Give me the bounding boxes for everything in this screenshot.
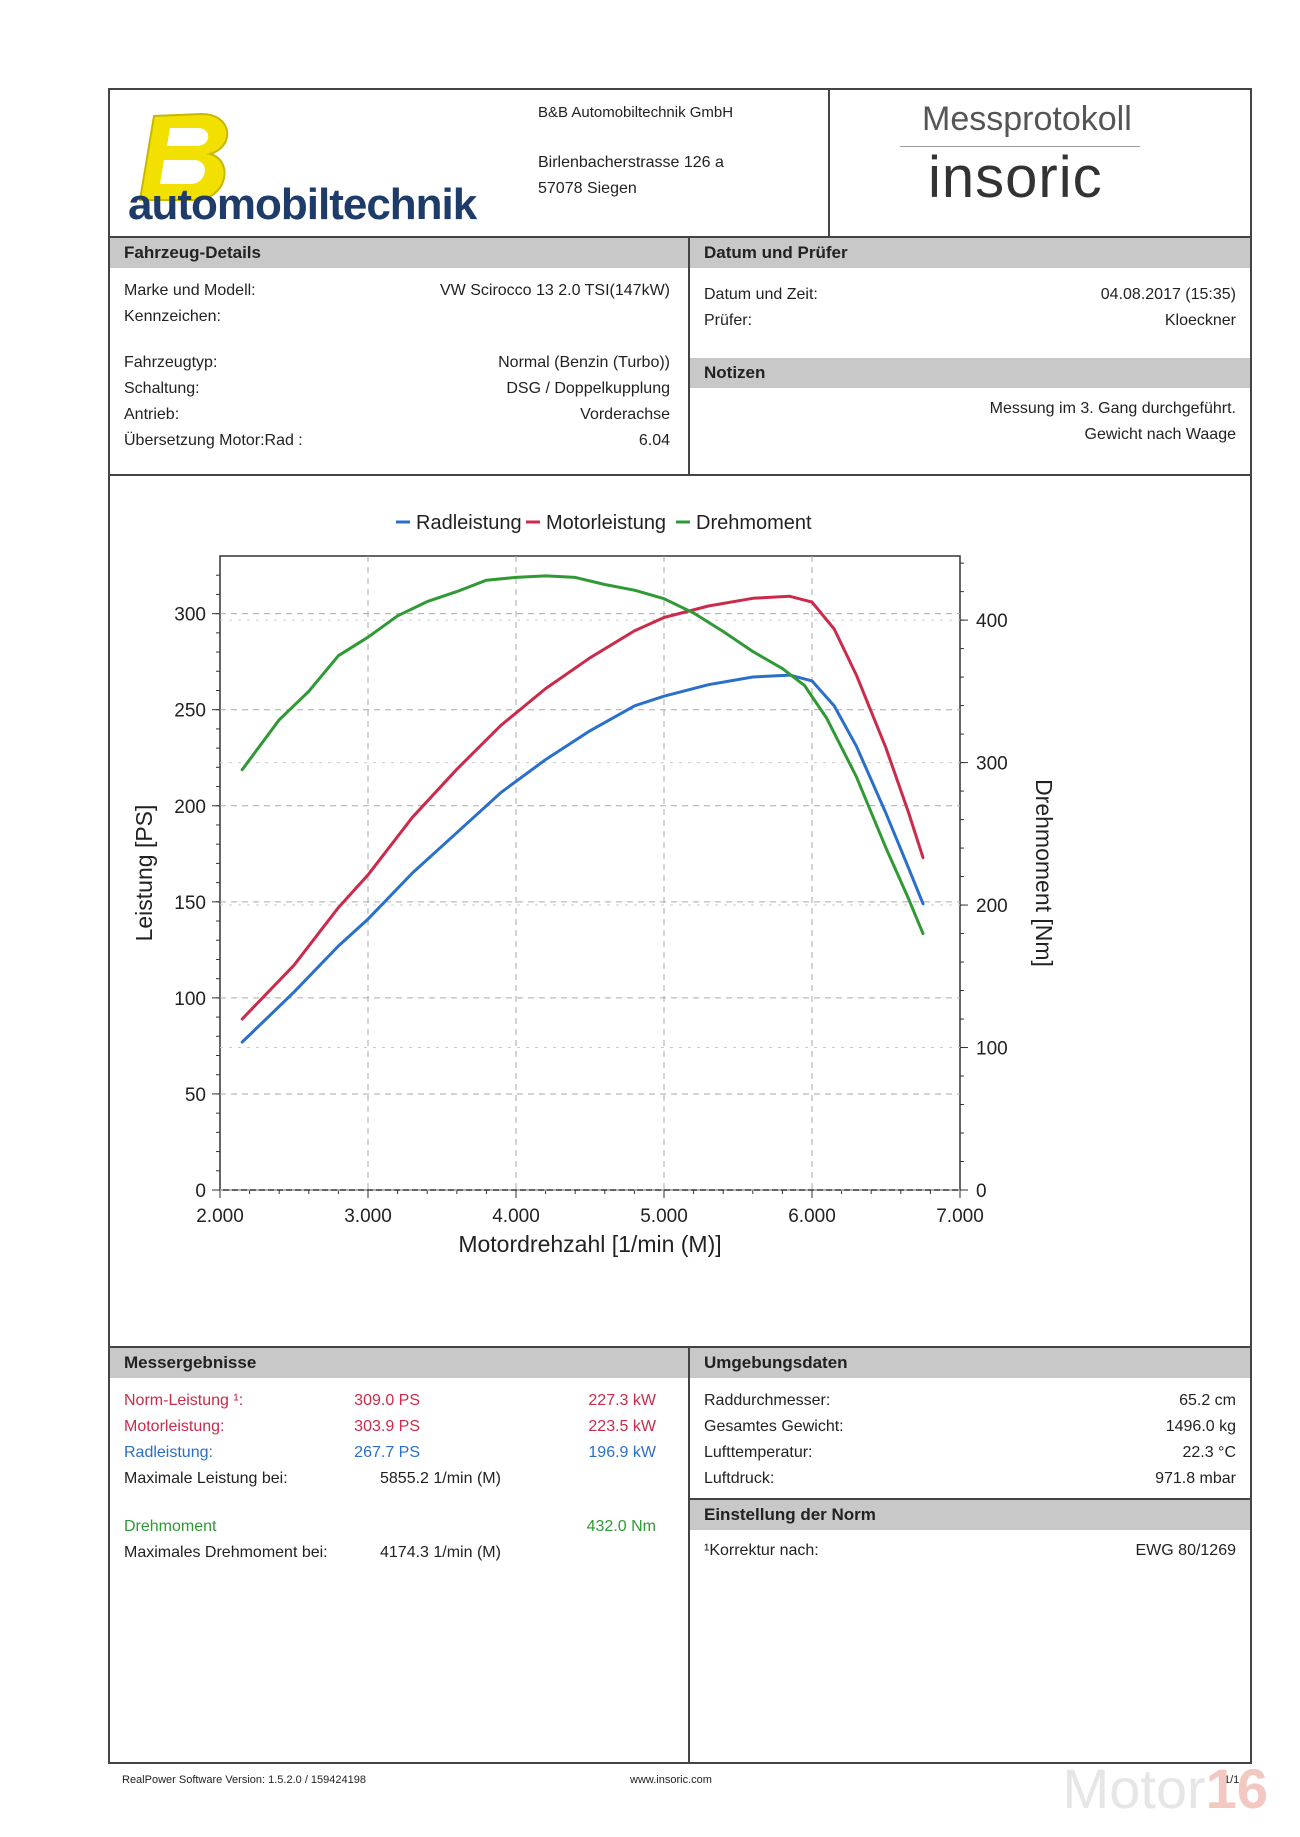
date-heading: Datum und Prüfer: [690, 238, 1250, 268]
company-name: B&B Automobiltechnik GmbH: [538, 104, 734, 121]
tester-label: Prüfer:: [704, 312, 753, 329]
vehicle-label-drive: Antrieb:: [124, 406, 180, 423]
details-bottom-line: [110, 474, 1250, 476]
vehicle-label-plate: Kennzeichen:: [124, 308, 221, 325]
company-street: Birlenbacherstrasse 126 a: [538, 154, 724, 171]
date-value: 04.08.2017 (15:35): [1100, 286, 1236, 303]
norm-power-label: Norm-Leistung ¹:: [124, 1392, 244, 1409]
protocol-title: Messprotokoll: [922, 100, 1132, 138]
series-line-motorleistung: [240, 594, 925, 1021]
vehicle-heading: Fahrzeug-Details: [110, 238, 688, 268]
y2-axis-label: Drehmoment [Nm]: [1031, 779, 1057, 967]
y-tick-label: 50: [185, 1085, 206, 1106]
vehicle-value-gearbox: DSG / Doppelkupplung: [506, 380, 670, 397]
x-tick-label: 3.000: [344, 1206, 392, 1227]
y2-tick-label: 400: [976, 611, 1008, 632]
measurement-protocol-sheet: automobiltechnik B&B Automobiltechnik Gm…: [108, 88, 1252, 1764]
vehicle-label-model: Marke und Modell:: [124, 282, 256, 299]
vehicle-label-ratio: Übersetzung Motor:Rad :: [124, 432, 303, 449]
y2-tick-label: 300: [976, 754, 1008, 775]
vehicle-value-ratio: 6.04: [638, 432, 670, 449]
wheel-power-ps: 267.7 PS: [354, 1444, 420, 1461]
air-temperature-value: 22.3 °C: [1182, 1444, 1236, 1461]
max-power-rpm-value: 5855.2 1/min (M): [380, 1470, 501, 1487]
norm-power-ps: 309.0 PS: [354, 1392, 420, 1409]
air-pressure-value: 971.8 mbar: [1155, 1470, 1236, 1487]
series-line-drehmoment: [240, 574, 925, 936]
x-axis-label: Motordrehzahl [1/min (M)]: [458, 1231, 721, 1257]
wheel-diameter-value: 65.2 cm: [1179, 1392, 1236, 1409]
norm-top-line: [690, 1498, 1250, 1500]
x-tick-label: 2.000: [196, 1206, 244, 1227]
y2-tick-label: 200: [976, 896, 1008, 917]
environment-heading: Umgebungsdaten: [690, 1348, 1250, 1378]
plot-frame: [219, 555, 961, 1191]
insoric-logo: insoric: [928, 145, 1103, 210]
max-torque-rpm-label: Maximales Drehmoment bei:: [124, 1544, 328, 1561]
date-label: Datum und Zeit:: [704, 286, 818, 303]
chart-bottom-line: [110, 1346, 1250, 1348]
total-weight-value: 1496.0 kg: [1165, 1418, 1236, 1435]
torque-value: 432.0 Nm: [586, 1518, 656, 1535]
vehicle-label-type: Fahrzeugtyp:: [124, 354, 218, 371]
details-divider: [688, 236, 690, 474]
notes-heading: Notizen: [690, 358, 1250, 388]
series-line-radleistung: [240, 673, 925, 1044]
x-tick-label: 5.000: [640, 1206, 688, 1227]
y-axis-label: Leistung [PS]: [131, 805, 157, 942]
company-city: 57078 Siegen: [538, 180, 637, 197]
vehicle-value-drive: Vorderachse: [580, 406, 670, 423]
watermark-text: Motor: [1062, 1757, 1206, 1820]
header-divider: [828, 90, 830, 236]
tester-value: Kloeckner: [1164, 312, 1236, 329]
results-heading: Messergebnisse: [110, 1348, 688, 1378]
norm-setting-heading: Einstellung der Norm: [690, 1500, 1250, 1530]
notes-line-2: Gewicht nach Waage: [1084, 426, 1236, 443]
y2-tick-label: 100: [976, 1039, 1008, 1060]
y2-tick-label: 0: [976, 1181, 987, 1202]
header-bottom-line: [110, 236, 1250, 238]
torque-label: Drehmoment: [124, 1518, 217, 1535]
y-tick-label: 250: [174, 701, 206, 722]
wheel-power-kw: 196.9 kW: [588, 1444, 656, 1461]
total-weight-label: Gesamtes Gewicht:: [704, 1418, 844, 1435]
watermark-number: 16: [1205, 1757, 1268, 1820]
notes-line-1: Messung im 3. Gang durchgeführt.: [989, 400, 1236, 417]
page-number: 1/1: [1224, 1774, 1240, 1786]
legend-label-drehmoment: Drehmoment: [696, 512, 812, 534]
x-tick-label: 6.000: [788, 1206, 836, 1227]
motor16-watermark: Motor16: [1063, 1756, 1268, 1821]
x-tick-label: 7.000: [936, 1206, 984, 1227]
company-logo-text: automobiltechnik: [128, 180, 477, 229]
wheel-power-label: Radleistung:: [124, 1444, 213, 1461]
vehicle-label-gearbox: Schaltung:: [124, 380, 200, 397]
engine-power-kw: 223.5 kW: [588, 1418, 656, 1435]
y-tick-label: 0: [195, 1181, 206, 1202]
vehicle-value-type: Normal (Benzin (Turbo)): [498, 354, 670, 371]
results-divider: [688, 1346, 690, 1762]
protocol-title-underline: [900, 146, 1140, 147]
air-temperature-label: Lufttemperatur:: [704, 1444, 813, 1461]
legend-label-radleistung: Radleistung: [416, 512, 522, 534]
y-tick-label: 150: [174, 893, 206, 914]
max-torque-rpm-value: 4174.3 1/min (M): [380, 1544, 501, 1561]
footer-url[interactable]: www.insoric.com: [630, 1774, 712, 1786]
legend-label-motorleistung: Motorleistung: [546, 512, 666, 534]
correction-label: ¹Korrektur nach:: [704, 1542, 819, 1559]
y-tick-label: 100: [174, 989, 206, 1010]
y-tick-label: 200: [174, 797, 206, 818]
air-pressure-label: Luftdruck:: [704, 1470, 775, 1487]
x-tick-label: 4.000: [492, 1206, 540, 1227]
software-version: RealPower Software Version: 1.5.2.0 / 15…: [122, 1774, 366, 1786]
dyno-chart: 2.000 3.000 4.000 5.000 6.000 7.000 0 50 100 150 2…: [131, 512, 1057, 1257]
y-tick-label: 300: [174, 605, 206, 626]
correction-value: EWG 80/1269: [1135, 1542, 1237, 1559]
engine-power-label: Motorleistung:: [124, 1418, 225, 1435]
wheel-diameter-label: Raddurchmesser:: [704, 1392, 831, 1409]
engine-power-ps: 303.9 PS: [354, 1418, 420, 1435]
company-logo-icon: [132, 104, 242, 209]
vehicle-value-model: VW Scirocco 13 2.0 TSI(147kW): [440, 282, 670, 299]
max-power-rpm-label: Maximale Leistung bei:: [124, 1470, 288, 1487]
norm-power-kw: 227.3 kW: [588, 1392, 656, 1409]
